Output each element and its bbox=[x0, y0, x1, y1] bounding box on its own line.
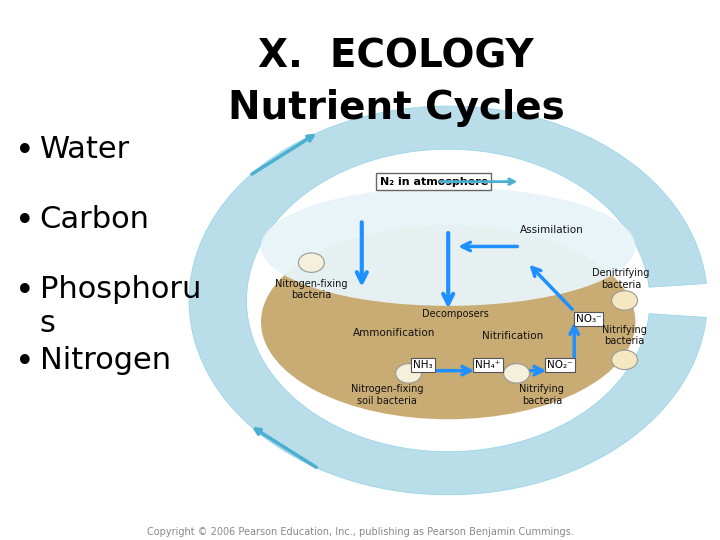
Text: NH₄⁺: NH₄⁺ bbox=[475, 360, 500, 370]
Text: Nitrogen-fixing
bacteria: Nitrogen-fixing bacteria bbox=[275, 279, 348, 300]
Text: Nitrogen: Nitrogen bbox=[40, 346, 171, 375]
Text: Carbon: Carbon bbox=[40, 205, 150, 234]
Text: X.  ECOLOGY: X. ECOLOGY bbox=[258, 38, 534, 76]
Circle shape bbox=[504, 363, 530, 383]
Text: •: • bbox=[15, 346, 35, 379]
Text: Assimilation: Assimilation bbox=[521, 225, 584, 235]
Circle shape bbox=[396, 363, 422, 383]
Text: N₂ in atmosphere: N₂ in atmosphere bbox=[379, 177, 488, 187]
Text: NO₃⁻: NO₃⁻ bbox=[576, 314, 601, 325]
Text: Copyright © 2006 Pearson Education, Inc., publishing as Pearson Benjamin Cumming: Copyright © 2006 Pearson Education, Inc.… bbox=[147, 527, 573, 537]
Text: Phosphoru
s: Phosphoru s bbox=[40, 275, 201, 338]
Text: Water: Water bbox=[40, 135, 130, 164]
Text: Ammonification: Ammonification bbox=[353, 328, 436, 338]
Text: NH₃: NH₃ bbox=[413, 360, 433, 370]
Text: •: • bbox=[15, 135, 35, 168]
Text: Decomposers: Decomposers bbox=[422, 309, 489, 319]
Text: •: • bbox=[15, 275, 35, 308]
Ellipse shape bbox=[261, 225, 636, 419]
Circle shape bbox=[612, 350, 638, 369]
Text: •: • bbox=[15, 205, 35, 238]
Ellipse shape bbox=[261, 187, 636, 306]
Polygon shape bbox=[189, 106, 706, 495]
Text: Nitrification: Nitrification bbox=[482, 330, 544, 341]
Circle shape bbox=[299, 253, 324, 272]
Text: Nutrient Cycles: Nutrient Cycles bbox=[228, 89, 564, 127]
Text: Denitrifying
bacteria: Denitrifying bacteria bbox=[593, 268, 649, 289]
Text: Nitrifying
bacteria: Nitrifying bacteria bbox=[519, 384, 564, 406]
Circle shape bbox=[612, 291, 638, 310]
Text: Nitrifying
bacteria: Nitrifying bacteria bbox=[602, 325, 647, 346]
Text: Nitrogen-fixing
soil bacteria: Nitrogen-fixing soil bacteria bbox=[351, 384, 423, 406]
Text: NO₂⁻: NO₂⁻ bbox=[547, 360, 572, 370]
